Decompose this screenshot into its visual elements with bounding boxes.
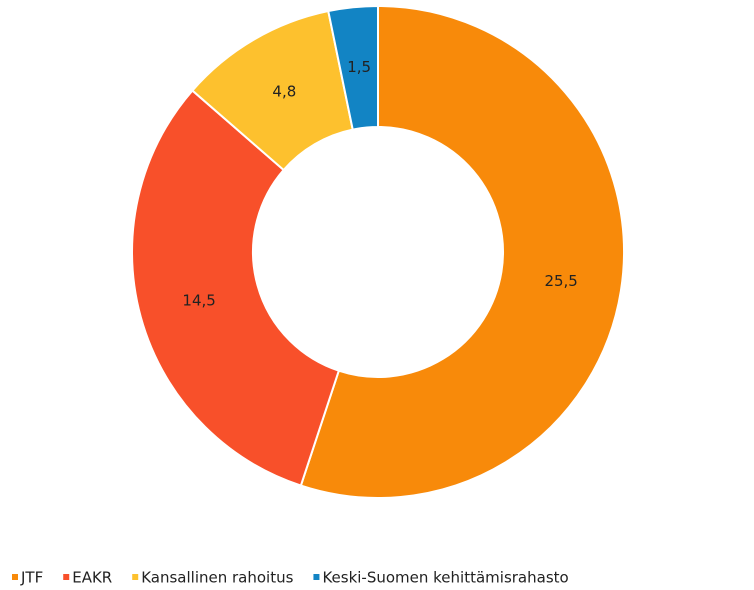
legend-label: Kansallinen rahoitus xyxy=(141,569,293,587)
data-label: 1,5 xyxy=(347,58,371,76)
donut-slice xyxy=(327,4,379,131)
legend-label: Keski-Suomen kehittämisrahasto xyxy=(322,569,568,587)
legend-swatch xyxy=(63,574,70,580)
data-label: 14,5 xyxy=(182,292,215,310)
legend-swatch xyxy=(313,574,320,580)
legend-swatch xyxy=(12,574,18,580)
data-label: 4,8 xyxy=(272,82,296,100)
data-label: 25,5 xyxy=(544,272,577,290)
donut-slice xyxy=(299,4,625,499)
legend-swatch xyxy=(132,574,139,580)
legend-label: EAKR xyxy=(72,569,112,587)
donut-slice xyxy=(131,89,341,487)
legend-label: JTF xyxy=(20,569,43,587)
